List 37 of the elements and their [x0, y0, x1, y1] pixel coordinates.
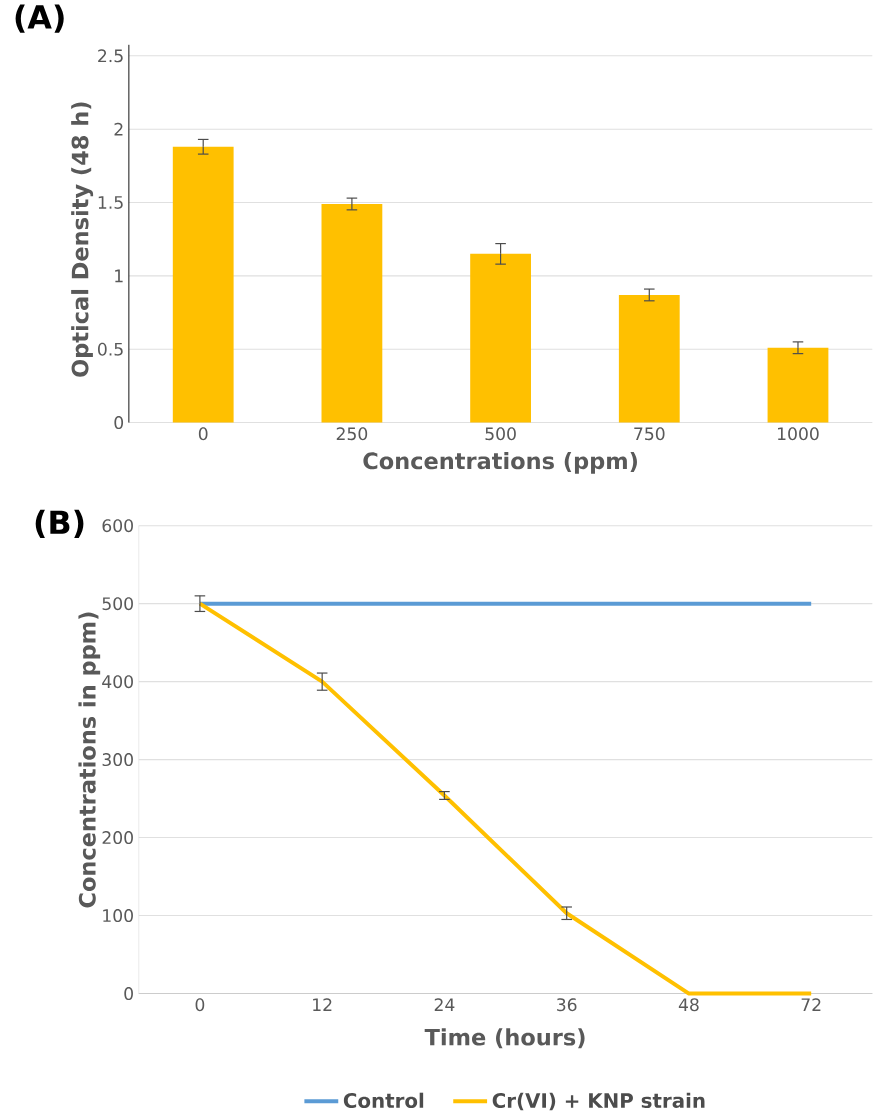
y-tick-label: 400 — [102, 675, 133, 689]
x-tick-label: 48 — [678, 998, 699, 1012]
y-tick-label: 600 — [102, 519, 133, 533]
y-axis-title: Optical Density (48 h) — [71, 102, 93, 377]
y-tick-label: 1.5 — [98, 196, 123, 209]
bar — [321, 203, 383, 423]
y-tick-label: 2 — [114, 122, 123, 136]
y-tick-label: 0.5 — [97, 342, 123, 356]
y-tick-label: 300 — [102, 753, 133, 767]
x-tick-label: 24 — [434, 998, 455, 1011]
x-axis-title: Time (hours) — [424, 1028, 585, 1049]
bar — [767, 347, 829, 423]
y-tick-label: 0 — [124, 987, 133, 1001]
y-tick-label: 2.5 — [98, 49, 123, 63]
y-tick-label: 1 — [115, 269, 123, 283]
x-tick-label: 750 — [634, 427, 665, 441]
x-tick-label: 250 — [336, 427, 368, 441]
x-tick-label: 0 — [195, 998, 205, 1012]
y-tick-label: 500 — [102, 597, 133, 611]
y-tick-label: 0 — [114, 416, 123, 430]
x-tick-label: 0 — [198, 427, 208, 441]
bar — [172, 146, 234, 423]
x-axis-title: Concentrations (ppm) — [363, 451, 637, 474]
y-tick-label: 100 — [103, 909, 133, 923]
legend-label: Cr(VI) + KNP strain — [492, 1092, 705, 1111]
x-tick-label: 500 — [485, 427, 516, 441]
chart-title: (B) — [35, 509, 84, 538]
bar — [470, 253, 531, 423]
legend-label: Control — [343, 1092, 424, 1109]
x-tick-label: 1000 — [777, 427, 819, 441]
x-tick-label: 12 — [312, 998, 332, 1011]
y-axis-title: Concentrations in ppm) — [78, 612, 101, 908]
y-tick-label: 200 — [102, 831, 133, 845]
bar — [618, 294, 680, 423]
x-tick-label: 36 — [556, 998, 577, 1012]
chart-title: (A) — [15, 4, 64, 33]
x-tick-label: 72 — [801, 998, 821, 1011]
